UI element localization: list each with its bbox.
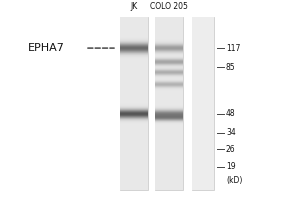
Text: 117: 117 <box>226 44 240 53</box>
Text: (kD): (kD) <box>226 176 242 185</box>
Text: 19: 19 <box>226 162 236 171</box>
Text: 85: 85 <box>226 63 236 72</box>
Text: 26: 26 <box>226 145 236 154</box>
Text: JK: JK <box>130 2 138 11</box>
Text: 48: 48 <box>226 109 236 118</box>
Bar <box>155 17 183 190</box>
Text: EPHA7: EPHA7 <box>28 43 65 53</box>
Bar <box>120 17 148 190</box>
Bar <box>192 17 214 190</box>
Text: 34: 34 <box>226 128 236 137</box>
Text: COLO 205: COLO 205 <box>150 2 188 11</box>
